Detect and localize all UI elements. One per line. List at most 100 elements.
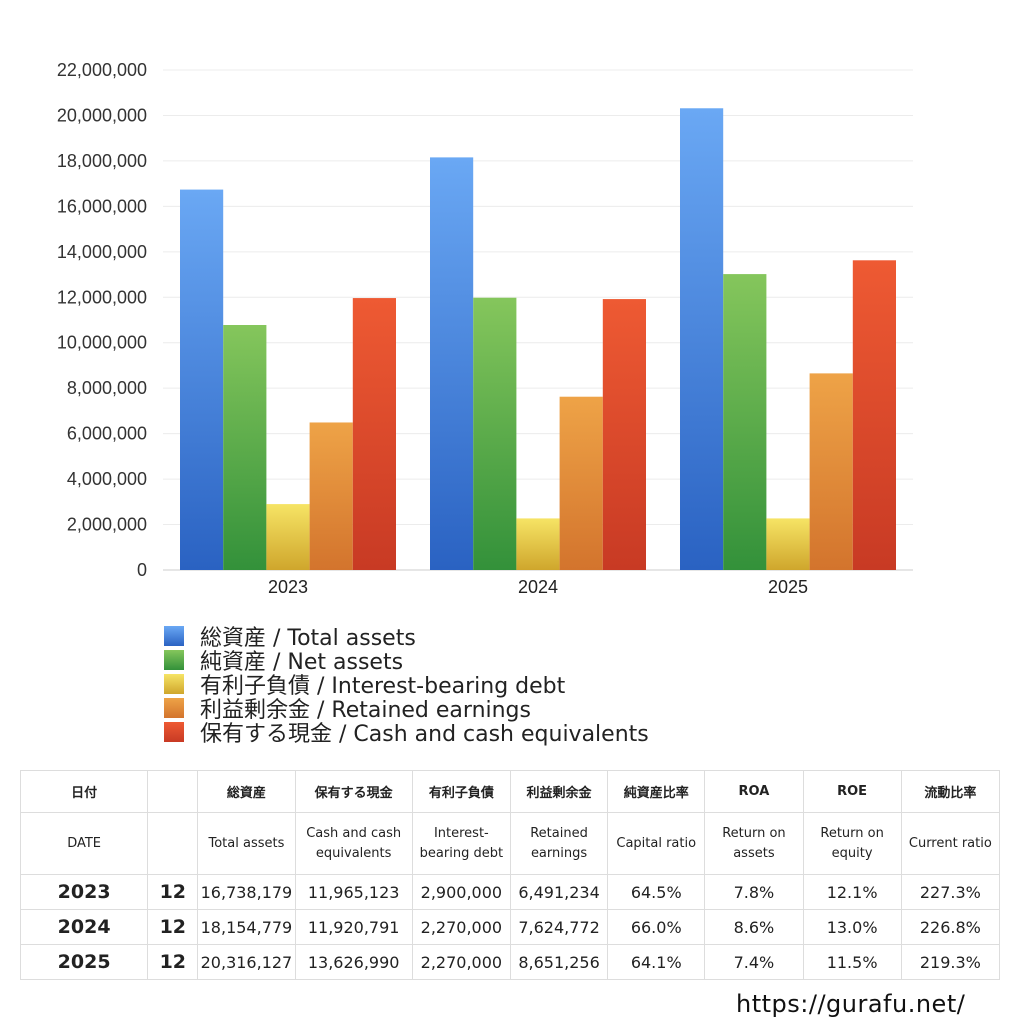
y-tick-label: 0 [137, 560, 147, 580]
header-cell-en [147, 812, 199, 875]
value-cell: 64.1% [607, 944, 706, 980]
y-tick-label: 10,000,000 [57, 333, 147, 353]
bar-2024-series-0 [430, 157, 474, 570]
header-cell-ja: 有利子負債 [411, 770, 511, 813]
header-cell-en: Cash and cash equivalents [294, 812, 413, 875]
grid-lines [163, 69, 913, 571]
value-cell: 18,154,779 [197, 909, 296, 945]
y-tick-label: 16,000,000 [57, 196, 147, 216]
value-cell: 13.0% [802, 909, 902, 945]
bar-2025-series-3 [809, 373, 853, 570]
legend-label: 有利子負債 / Interest-bearing debt [200, 674, 566, 699]
x-category-label: 2023 [268, 577, 308, 597]
value-cell: 8.6% [704, 909, 804, 945]
legend-swatch [164, 722, 184, 742]
value-cell: 11,920,791 [294, 909, 413, 945]
header-cell-ja: 総資産 [197, 770, 296, 813]
y-tick-label: 14,000,000 [57, 242, 147, 262]
y-axis-ticks: 0 2,000,000 4,000,000 6,000,000 8,000,000 10,… [57, 60, 147, 580]
value-cell: 7.4% [704, 944, 804, 980]
header-cell-ja: 流動比率 [900, 770, 1001, 813]
header-cell-ja: 日付 [19, 770, 149, 813]
table-row: 2025 12 20,316,127 13,626,990 2,270,000 8,651… [19, 944, 1001, 980]
bar-2024-series-4 [602, 299, 646, 570]
x-category-label: 2025 [768, 577, 808, 597]
y-tick-label: 18,000,000 [57, 151, 147, 171]
table-header-en: DATE Total assets Cash and cash equivalent… [19, 812, 1001, 875]
legend-label: 純資産 / Net assets [200, 650, 404, 675]
month-cell: 12 [147, 874, 199, 910]
bar-2025-series-1 [723, 274, 767, 570]
legend-item: 保有する現金 / Cash and cash equivalents [164, 720, 649, 747]
table-header-ja: 日付 総資産 保有する現金 有利子負債 利益剰余金 純資産比率 ROA ROE 流動比率 [19, 770, 1001, 813]
bar-2025-series-2 [766, 518, 810, 570]
bar-2023-series-1 [223, 325, 267, 570]
legend-item: 有利子負債 / Interest-bearing debt [164, 672, 649, 699]
financial-table: 日付 総資産 保有する現金 有利子負債 利益剰余金 純資産比率 ROA ROE 流動比率 DATE… [19, 770, 1001, 980]
value-cell: 64.5% [607, 874, 706, 910]
year-cell: 2023 [19, 874, 149, 910]
year-cell: 2024 [19, 909, 149, 945]
y-tick-label: 20,000,000 [57, 105, 147, 125]
legend: 総資産 / Total assets 純資産 / Net assets 有利子負債 … [164, 624, 649, 747]
bars [180, 108, 896, 571]
header-cell-en: Total assets [197, 812, 296, 875]
legend-label: 利益剰余金 / Retained earnings [200, 698, 531, 723]
bar-2023-series-4 [352, 298, 396, 570]
value-cell: 66.0% [607, 909, 706, 945]
header-cell-ja: ROA [704, 770, 804, 813]
bar-2023-series-3 [309, 422, 353, 570]
y-tick-label: 8,000,000 [67, 378, 147, 398]
table-row: 2024 12 18,154,779 11,920,791 2,270,000 7,624… [19, 909, 1001, 945]
bar-2024-series-3 [559, 396, 603, 570]
y-tick-label: 2,000,000 [67, 515, 147, 535]
header-cell-en: Return on assets [704, 812, 804, 875]
value-cell: 8,651,256 [509, 944, 609, 980]
value-cell: 11.5% [802, 944, 902, 980]
value-cell: 20,316,127 [197, 944, 296, 980]
value-cell: 6,491,234 [509, 874, 609, 910]
site-url[interactable]: https://gurafu.net/ [736, 990, 966, 1018]
bar-2023-series-2 [266, 504, 310, 570]
legend-swatch [164, 650, 184, 670]
header-cell-en: Return on equity [802, 812, 902, 875]
legend-label: 保有する現金 / Cash and cash equivalents [200, 722, 649, 747]
header-cell-ja: 純資産比率 [607, 770, 706, 813]
y-tick-label: 6,000,000 [67, 424, 147, 444]
value-cell: 2,270,000 [411, 909, 511, 945]
header-cell-ja: 利益剰余金 [509, 770, 609, 813]
month-cell: 12 [147, 944, 199, 980]
x-axis-labels: 2023 2024 2025 [268, 577, 808, 597]
bar-2023-series-0 [180, 189, 224, 570]
y-tick-label: 4,000,000 [67, 469, 147, 489]
value-cell: 13,626,990 [294, 944, 413, 980]
table-row: 2023 12 16,738,179 11,965,123 2,900,000 6,491… [19, 874, 1001, 910]
x-category-label: 2024 [518, 577, 558, 597]
value-cell: 2,900,000 [411, 874, 511, 910]
header-cell-ja [147, 770, 199, 813]
legend-item: 総資産 / Total assets [164, 624, 649, 651]
year-cell: 2025 [19, 944, 149, 980]
legend-swatch [164, 626, 184, 646]
header-cell-en: Current ratio [900, 812, 1001, 875]
header-cell-ja: ROE [802, 770, 902, 813]
value-cell: 227.3% [900, 874, 1001, 910]
value-cell: 219.3% [900, 944, 1001, 980]
header-cell-en: Retained earnings [509, 812, 609, 875]
header-cell-en: DATE [19, 812, 149, 875]
legend-swatch [164, 674, 184, 694]
value-cell: 11,965,123 [294, 874, 413, 910]
header-cell-en: Capital ratio [607, 812, 706, 875]
header-cell-ja: 保有する現金 [294, 770, 413, 813]
value-cell: 7,624,772 [509, 909, 609, 945]
value-cell: 16,738,179 [197, 874, 296, 910]
y-tick-label: 12,000,000 [57, 287, 147, 307]
value-cell: 226.8% [900, 909, 1001, 945]
legend-swatch [164, 698, 184, 718]
bar-2025-series-4 [852, 260, 896, 570]
value-cell: 2,270,000 [411, 944, 511, 980]
legend-item: 純資産 / Net assets [164, 648, 649, 675]
bar-2024-series-2 [516, 518, 560, 570]
month-cell: 12 [147, 909, 199, 945]
bar-2025-series-0 [680, 108, 724, 571]
